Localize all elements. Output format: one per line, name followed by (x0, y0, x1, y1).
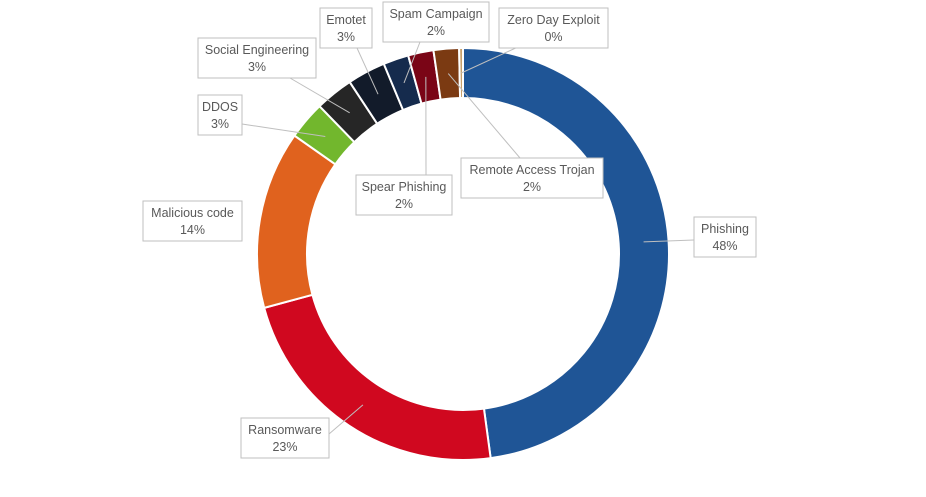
callout-emotet: Emotet 3% (319, 7, 373, 49)
leader-lines (241, 41, 695, 435)
donut-slices (256, 46, 670, 461)
callout-percent-label: 0% (544, 30, 562, 44)
callout-box (460, 157, 604, 199)
callout-box (382, 1, 490, 43)
callout-box (197, 94, 243, 136)
callout-box (355, 174, 453, 216)
callout-zero-day-exploit: Zero Day Exploit 0% (498, 7, 609, 49)
data-label-callouts: Phishing 48% Ransomware 23% Malicious code 14… (142, 1, 757, 459)
leader-line-remote-access-trojan (447, 73, 521, 159)
callout-phishing: Phishing 48% (693, 216, 757, 258)
callout-category-label: Social Engineering (205, 43, 309, 57)
slice-phishing (462, 46, 670, 460)
callout-box (142, 200, 243, 242)
callout-box (693, 216, 757, 258)
leader-line-ddos (241, 123, 326, 138)
leader-line-social-engineering (289, 77, 350, 114)
callout-category-label: Spear Phishing (362, 180, 447, 194)
callout-category-label: Ransomware (248, 423, 322, 437)
callout-spam-campaign: Spam Campaign 2% (382, 1, 490, 43)
slice-malicious-code (256, 134, 337, 310)
callout-category-label: Remote Access Trojan (469, 163, 594, 177)
callout-ransomware: Ransomware 23% (240, 417, 330, 459)
callout-category-label: Malicious code (151, 206, 234, 220)
callout-percent-label: 3% (248, 60, 266, 74)
callout-box (319, 7, 373, 49)
callout-percent-label: 2% (523, 180, 541, 194)
leader-line-zero-day-exploit (461, 45, 521, 74)
callout-category-label: DDOS (202, 100, 238, 114)
callout-category-label: Phishing (701, 222, 749, 236)
callout-percent-label: 3% (211, 117, 229, 131)
callout-percent-label: 23% (272, 440, 297, 454)
callout-ddos: DDOS 3% (197, 94, 243, 136)
callout-malicious-code: Malicious code 14% (142, 200, 243, 242)
callout-percent-label: 3% (337, 30, 355, 44)
leader-line-ransomware (328, 404, 364, 435)
callout-percent-label: 14% (180, 223, 205, 237)
callout-percent-label: 48% (712, 239, 737, 253)
leader-line-spam-campaign (403, 41, 421, 84)
callout-percent-label: 2% (395, 197, 413, 211)
callout-box (498, 7, 609, 49)
callout-category-label: Spam Campaign (389, 7, 482, 21)
leader-line-phishing (643, 239, 695, 243)
callout-social-engineering: Social Engineering 3% (197, 37, 317, 79)
callout-box (240, 417, 330, 459)
callout-category-label: Zero Day Exploit (507, 13, 600, 27)
callout-box (197, 37, 317, 79)
slice-zero-day-exploit (458, 46, 464, 100)
callout-percent-label: 2% (427, 24, 445, 38)
callout-spear-phishing: Spear Phishing 2% (355, 174, 453, 216)
callout-remote-access-trojan: Remote Access Trojan 2% (460, 157, 604, 199)
callout-category-label: Emotet (326, 13, 366, 27)
leader-line-emotet (356, 47, 379, 95)
